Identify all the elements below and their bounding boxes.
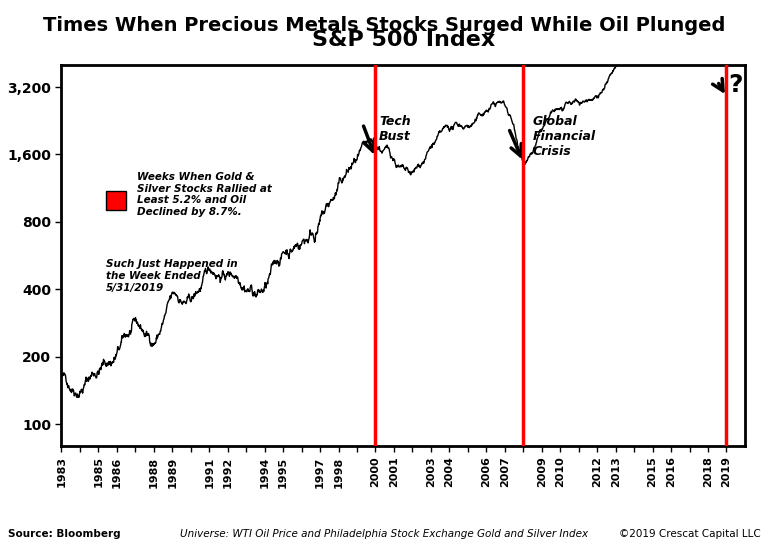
Text: Source: Bloomberg: Source: Bloomberg bbox=[8, 529, 121, 539]
Text: Global
Financial
Crisis: Global Financial Crisis bbox=[532, 115, 596, 158]
Text: ?: ? bbox=[728, 73, 743, 97]
Text: Universe: WTI Oil Price and Philadelphia Stock Exchange Gold and Silver Index: Universe: WTI Oil Price and Philadelphia… bbox=[180, 529, 588, 539]
FancyBboxPatch shape bbox=[106, 191, 127, 210]
Text: ©2019 Crescat Capital LLC: ©2019 Crescat Capital LLC bbox=[618, 529, 760, 539]
Text: Tech
Bust: Tech Bust bbox=[379, 115, 411, 143]
Text: S&P 500 Index: S&P 500 Index bbox=[312, 30, 495, 50]
Text: Weeks When Gold &
Silver Stocks Rallied at
Least 5.2% and Oil
Declined by 8.7%.: Weeks When Gold & Silver Stocks Rallied … bbox=[137, 172, 272, 217]
Text: Such Just Happened in
the Week Ended
5/31/2019: Such Just Happened in the Week Ended 5/3… bbox=[106, 259, 237, 293]
Text: Times When Precious Metals Stocks Surged While Oil Plunged: Times When Precious Metals Stocks Surged… bbox=[43, 16, 725, 35]
